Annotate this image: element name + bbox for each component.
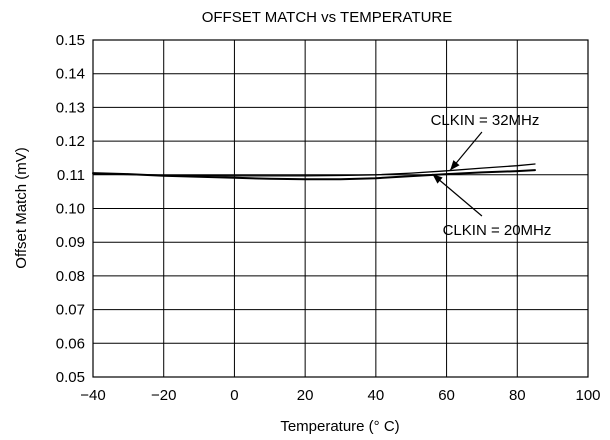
x-tick-labels: −40 −20 0 20 40 60 80 100 bbox=[80, 387, 600, 404]
annotation-label: CLKIN = 20MHz bbox=[443, 222, 552, 239]
annotation-arrow-head bbox=[432, 174, 443, 184]
series-line-2 bbox=[92, 169, 536, 181]
y-tick-label: 0.07 bbox=[56, 302, 85, 319]
y-tick-label: 0.10 bbox=[56, 201, 85, 218]
annotation-arrow-head bbox=[450, 160, 460, 171]
x-tick-label: 40 bbox=[368, 387, 385, 404]
x-tick-label: 20 bbox=[297, 387, 314, 404]
annotations: CLKIN = 32MHz CLKIN = 20MHz bbox=[431, 112, 552, 239]
x-tick-label: 0 bbox=[230, 387, 238, 404]
plot-frame bbox=[92, 39, 589, 378]
y-tick-label: 0.06 bbox=[56, 335, 85, 352]
x-tick-label: 60 bbox=[438, 387, 455, 404]
series-group bbox=[92, 163, 536, 181]
y-tick-label: 0.12 bbox=[56, 133, 85, 150]
y-tick-label: 0.13 bbox=[56, 99, 85, 116]
x-tick-label: −20 bbox=[151, 387, 176, 404]
grid bbox=[93, 40, 588, 377]
y-tick-label: 0.15 bbox=[56, 32, 85, 49]
y-tick-labels: 0.05 0.06 0.07 0.08 0.09 0.10 0.11 0.12 0.13 0.14… bbox=[56, 32, 85, 386]
x-tick-label: −40 bbox=[80, 387, 105, 404]
chart-title: OFFSET MATCH vs TEMPERATURE bbox=[202, 9, 453, 26]
x-axis-label: Temperature (° C) bbox=[280, 418, 399, 435]
y-axis-label: Offset Match (mV) bbox=[13, 147, 30, 268]
x-tick-label: 100 bbox=[575, 387, 600, 404]
annotation-arrow-shaft bbox=[432, 173, 483, 217]
y-tick-label: 0.05 bbox=[56, 369, 85, 386]
y-tick-label: 0.14 bbox=[56, 66, 85, 83]
y-tick-label: 0.11 bbox=[57, 167, 85, 184]
x-tick-label: 80 bbox=[509, 387, 526, 404]
y-tick-label: 0.09 bbox=[56, 234, 85, 251]
annotation-label: CLKIN = 32MHz bbox=[431, 112, 540, 129]
y-tick-label: 0.08 bbox=[56, 268, 85, 285]
